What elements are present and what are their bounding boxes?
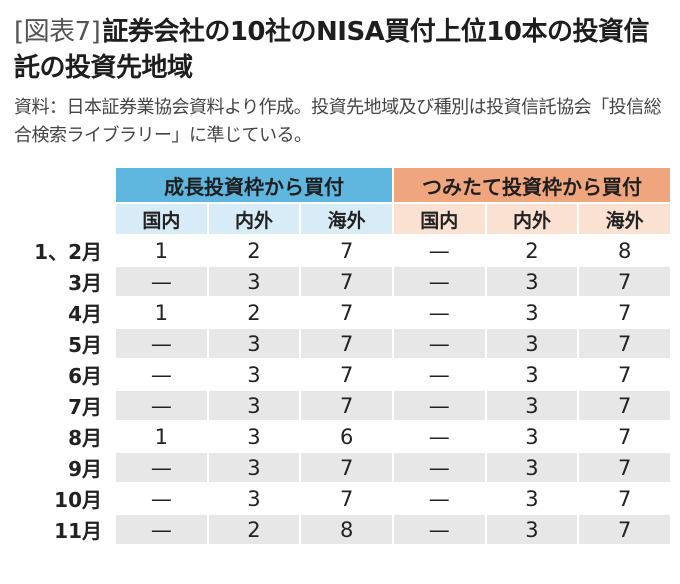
column-header: 内外 <box>486 204 578 234</box>
table-row: 4月 1 2 7—3 7 <box>10 298 670 327</box>
table-cell: — <box>116 453 207 482</box>
table-cell: 3 <box>486 267 578 296</box>
data-table: 成長投資枠から買付 つみたて投資枠から買付 国内 内外 海外 国内 内外 海外 … <box>8 166 672 546</box>
table-cell: — <box>393 298 485 327</box>
table-cell: 3 <box>208 391 300 420</box>
table-cell: 3 <box>486 422 578 451</box>
table-row: 5月 —3 7—3 7 <box>10 329 670 358</box>
table-row: 3月 —3 7—3 7 <box>10 267 670 296</box>
table-cell: — <box>116 329 207 358</box>
table-cell: — <box>393 329 485 358</box>
group-header-tsumitate: つみたて投資枠から買付 <box>393 168 670 202</box>
corner-cell <box>10 168 114 202</box>
row-label: 7月 <box>68 395 102 419</box>
table-cell: — <box>393 422 485 451</box>
table-row: 8月 1 3 6—3 7 <box>10 422 670 451</box>
table-cell: 7 <box>579 329 670 358</box>
table-cell: 3 <box>208 329 300 358</box>
source-note: 資料：日本証券業協会資料より作成。投資先地域及び種別は投資信託協会「投信総合検索… <box>14 97 662 146</box>
row-label: 6月 <box>68 364 102 388</box>
figure-label: [図表7] <box>14 17 101 47</box>
table-cell: 3 <box>486 298 578 327</box>
table-cell: 3 <box>486 360 578 389</box>
table-row: 11月 —2 8—3 7 <box>10 515 670 544</box>
table-cell: 6 <box>301 422 392 451</box>
table-cell: 2 <box>208 298 300 327</box>
table-cell: 3 <box>486 453 578 482</box>
row-label: 1、2月 <box>34 240 102 264</box>
table-row: 7月 —3 7—3 7 <box>10 391 670 420</box>
table-cell: 3 <box>208 422 300 451</box>
table-cell: 3 <box>486 515 578 544</box>
table-cell: 1 <box>116 298 207 327</box>
table-body: 1、2月 1 2 7—2 8 3月 —3 7—3 7 4月 1 2 7—3 7 5月 —3 7—3 7 6月 —3 7—… <box>10 236 670 544</box>
table-cell: 2 <box>208 236 300 265</box>
table-cell: 1 <box>116 236 207 265</box>
table-cell: 7 <box>579 391 670 420</box>
table-cell: 3 <box>486 484 578 513</box>
table-cell: — <box>116 484 207 513</box>
table-cell: 1 <box>116 422 207 451</box>
table-cell: 7 <box>301 391 392 420</box>
table-cell: 3 <box>208 453 300 482</box>
table-cell: 7 <box>301 453 392 482</box>
row-label: 3月 <box>68 271 102 295</box>
table-cell: — <box>116 391 207 420</box>
table-cell: 8 <box>579 236 670 265</box>
table-cell: — <box>116 360 207 389</box>
row-label: 11月 <box>54 519 102 543</box>
table-cell: — <box>116 267 207 296</box>
table-cell: 7 <box>301 360 392 389</box>
table-cell: 3 <box>486 391 578 420</box>
table-cell: 7 <box>301 484 392 513</box>
table-cell: 7 <box>301 298 392 327</box>
table-cell: — <box>393 453 485 482</box>
figure-title: [図表7]証券会社の10社のNISA買付上位10本の投資信託の投資先地域 <box>14 14 674 86</box>
table-row: 9月 —3 7—3 7 <box>10 453 670 482</box>
table-cell: — <box>393 484 485 513</box>
table-cell: 3 <box>208 484 300 513</box>
table-cell: — <box>116 515 207 544</box>
table-cell: — <box>393 267 485 296</box>
table-cell: 7 <box>579 422 670 451</box>
table-row: 1、2月 1 2 7—2 8 <box>10 236 670 265</box>
sub-header-row: 国内 内外 海外 国内 内外 海外 <box>10 204 670 234</box>
table-row: 6月 —3 7—3 7 <box>10 360 670 389</box>
title-text: 証券会社の10社のNISA買付上位10本の投資信託の投資先地域 <box>14 17 650 83</box>
table-cell: 2 <box>486 236 578 265</box>
table-cell: 7 <box>301 329 392 358</box>
table-cell: 7 <box>301 236 392 265</box>
table-cell: 7 <box>579 298 670 327</box>
table-cell: 3 <box>208 360 300 389</box>
table-cell: — <box>393 236 485 265</box>
column-header: 海外 <box>301 204 392 234</box>
table-cell: 3 <box>208 267 300 296</box>
table-cell: 7 <box>579 267 670 296</box>
table-cell: — <box>393 360 485 389</box>
row-label: 10月 <box>54 488 102 512</box>
table-cell: 8 <box>301 515 392 544</box>
table-cell: 2 <box>208 515 300 544</box>
column-header: 国内 <box>116 204 207 234</box>
table-cell: 7 <box>579 515 670 544</box>
column-header: 国内 <box>393 204 485 234</box>
row-label: 4月 <box>68 302 102 326</box>
row-label: 5月 <box>68 333 102 357</box>
table-row: 10月 —3 7—3 7 <box>10 484 670 513</box>
table-cell: 3 <box>486 329 578 358</box>
column-header: 海外 <box>579 204 670 234</box>
table-cell: 7 <box>301 267 392 296</box>
group-header-growth: 成長投資枠から買付 <box>116 168 392 202</box>
row-label: 8月 <box>68 426 102 450</box>
group-header-row: 成長投資枠から買付 つみたて投資枠から買付 <box>10 168 670 202</box>
corner-cell <box>10 204 114 234</box>
table-cell: 7 <box>579 484 670 513</box>
column-header: 内外 <box>208 204 300 234</box>
table-cell: — <box>393 515 485 544</box>
table-cell: — <box>393 391 485 420</box>
table-cell: 7 <box>579 453 670 482</box>
row-label: 9月 <box>68 457 102 481</box>
table-cell: 7 <box>579 360 670 389</box>
